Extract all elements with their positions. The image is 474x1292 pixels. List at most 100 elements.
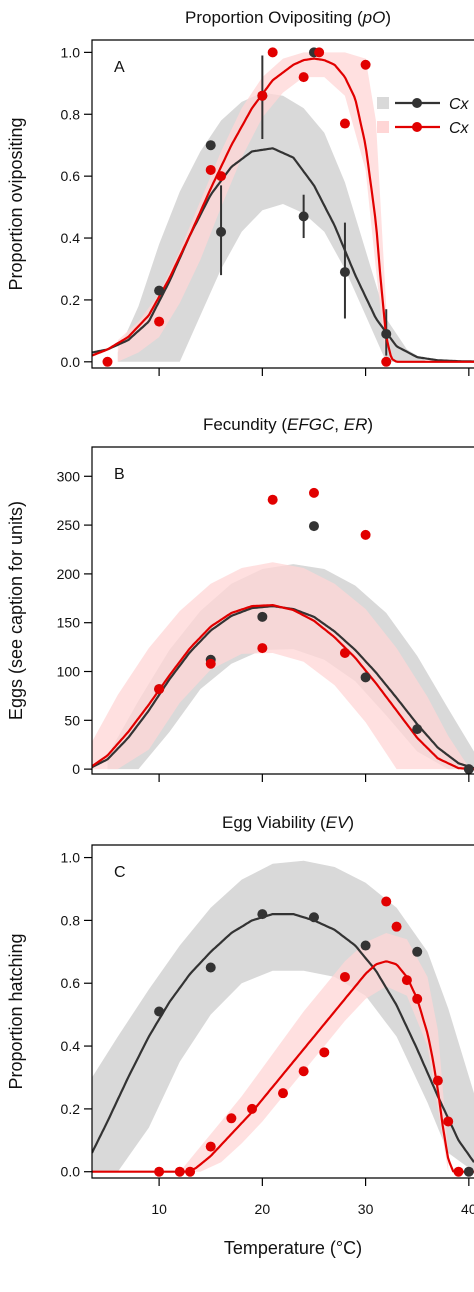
series-0-point-3 (308, 912, 319, 923)
series-1-point-2 (257, 643, 268, 654)
series-1-point-8 (319, 1047, 330, 1058)
series-0-point-1 (205, 962, 216, 973)
series-0-point-2 (257, 909, 268, 920)
plot-frame (91, 844, 474, 1179)
series-1-point-1 (205, 658, 216, 669)
series-1-point-8 (339, 118, 350, 129)
legend: Cx Cx (377, 96, 470, 137)
series-1-point-6 (360, 529, 371, 540)
title-part: pO (362, 8, 386, 27)
panel-letter: C (114, 864, 126, 881)
y-tick-label: 0.2 (61, 292, 81, 308)
series-1-point-11 (391, 921, 402, 932)
series-1-point-12 (401, 975, 412, 986)
series-0-point-7 (381, 328, 392, 339)
title-part: Fecundity ( (203, 415, 287, 434)
y-tick-label: 300 (57, 468, 81, 484)
series-0-fit-line (92, 147, 474, 363)
series-1-point-3 (267, 494, 278, 505)
series-0-point-4 (360, 940, 371, 951)
series-0-point-3 (308, 521, 319, 532)
title-part: EFGC (287, 415, 335, 434)
series-0-point-6 (339, 267, 350, 278)
y-tick-label: 0.8 (61, 912, 81, 928)
x-axis-label: Temperature (°C) (224, 1238, 362, 1258)
title-part: ) (367, 415, 373, 434)
legend-point-swatch-1 (412, 122, 422, 132)
y-tick-label: 1.0 (61, 850, 81, 866)
y-tick-label: 0.6 (61, 975, 81, 991)
plot-area (92, 860, 474, 1177)
series-1-point-7 (298, 1066, 309, 1077)
panel-letter: A (114, 59, 125, 76)
series-0-point-2 (257, 611, 268, 622)
title-part: ER (344, 415, 368, 434)
series-1-confidence-band (117, 52, 387, 362)
y-tick-label: 250 (57, 517, 81, 533)
series-0-point-5 (412, 946, 423, 957)
series-1-point-7 (314, 47, 325, 58)
series-1-fit-line (92, 57, 474, 363)
y-axis-label: Proportion hatching (6, 933, 26, 1089)
series-1-point-3 (216, 171, 227, 182)
y-tick-label: 0.0 (61, 354, 81, 370)
series-0-fit-line (92, 913, 474, 1163)
panel-a: Proportion Ovipositing (pO) 0.0 0.2 0.4 0.6 0… (6, 8, 474, 376)
plot-frame (91, 39, 474, 369)
series-1-point-10 (381, 896, 392, 907)
legend-band-swatch-1 (377, 121, 389, 133)
title-part: ) (385, 8, 391, 27)
series-1-point-9 (360, 59, 371, 70)
x-tick-label: 10 (151, 1201, 167, 1217)
title-part: , (334, 415, 343, 434)
series-1-point-2 (185, 1166, 196, 1177)
series-1-point-4 (308, 487, 319, 498)
y-tick-label: 50 (64, 712, 80, 728)
series-0-point-0 (154, 1006, 165, 1017)
panel-c: Egg Viability (EV) 0.0 0.2 0.4 0.6 0.8 1.0 Prop… (6, 813, 474, 1258)
plot-area (92, 47, 474, 367)
series-1-point-16 (453, 1166, 464, 1177)
y-tick-label: 150 (57, 615, 81, 631)
series-1-point-0 (102, 356, 113, 367)
series-1-point-0 (154, 1166, 165, 1177)
y-tick-label: 0.6 (61, 168, 81, 184)
y-tick-label: 0.4 (61, 1038, 81, 1054)
panel-b: Fecundity (EFGC, ER) 0 50 100 150 200 250 300 Eg… (6, 415, 474, 782)
series-0-confidence-band (117, 92, 428, 362)
legend-label-1: Cx (449, 120, 470, 137)
title-part: Proportion Ovipositing ( (185, 8, 363, 27)
series-1-point-2 (205, 164, 216, 175)
plot-frame (91, 446, 474, 775)
legend-point-swatch-0 (412, 98, 422, 108)
panel-a-title: Proportion Ovipositing (pO) (185, 8, 391, 27)
series-0-point-6 (463, 1166, 474, 1177)
series-1-point-15 (443, 1116, 454, 1127)
series-1-point-6 (278, 1088, 288, 1099)
series-1-point-5 (267, 47, 278, 58)
y-tick-label: 0.8 (61, 106, 81, 122)
series-1-fit-line (92, 604, 474, 771)
y-axis-label: Proportion ovipositing (6, 117, 26, 290)
series-1-point-1 (154, 316, 165, 327)
series-1-point-4 (257, 90, 268, 101)
series-0-point-6 (463, 764, 474, 774)
series-1-point-5 (247, 1103, 258, 1114)
series-1-confidence-band (179, 933, 449, 1172)
series-0-point-1 (205, 140, 216, 151)
y-tick-label: 0.0 (61, 1164, 81, 1180)
legend-label-0: Cx (449, 96, 470, 113)
panel-b-title: Fecundity (EFGC, ER) (203, 415, 373, 434)
y-tick-label: 200 (57, 566, 81, 582)
x-tick-label: 30 (358, 1201, 374, 1217)
series-1-point-14 (432, 1075, 443, 1086)
y-tick-label: 0.2 (61, 1101, 81, 1117)
y-tick-label: 0 (72, 761, 80, 777)
title-part: Egg Viability ( (222, 813, 326, 832)
legend-band-swatch-0 (377, 97, 389, 109)
series-1-point-1 (174, 1166, 185, 1177)
plot-area (92, 487, 474, 774)
panel-c-title: Egg Viability (EV) (222, 813, 354, 832)
series-1-point-10 (381, 356, 392, 367)
